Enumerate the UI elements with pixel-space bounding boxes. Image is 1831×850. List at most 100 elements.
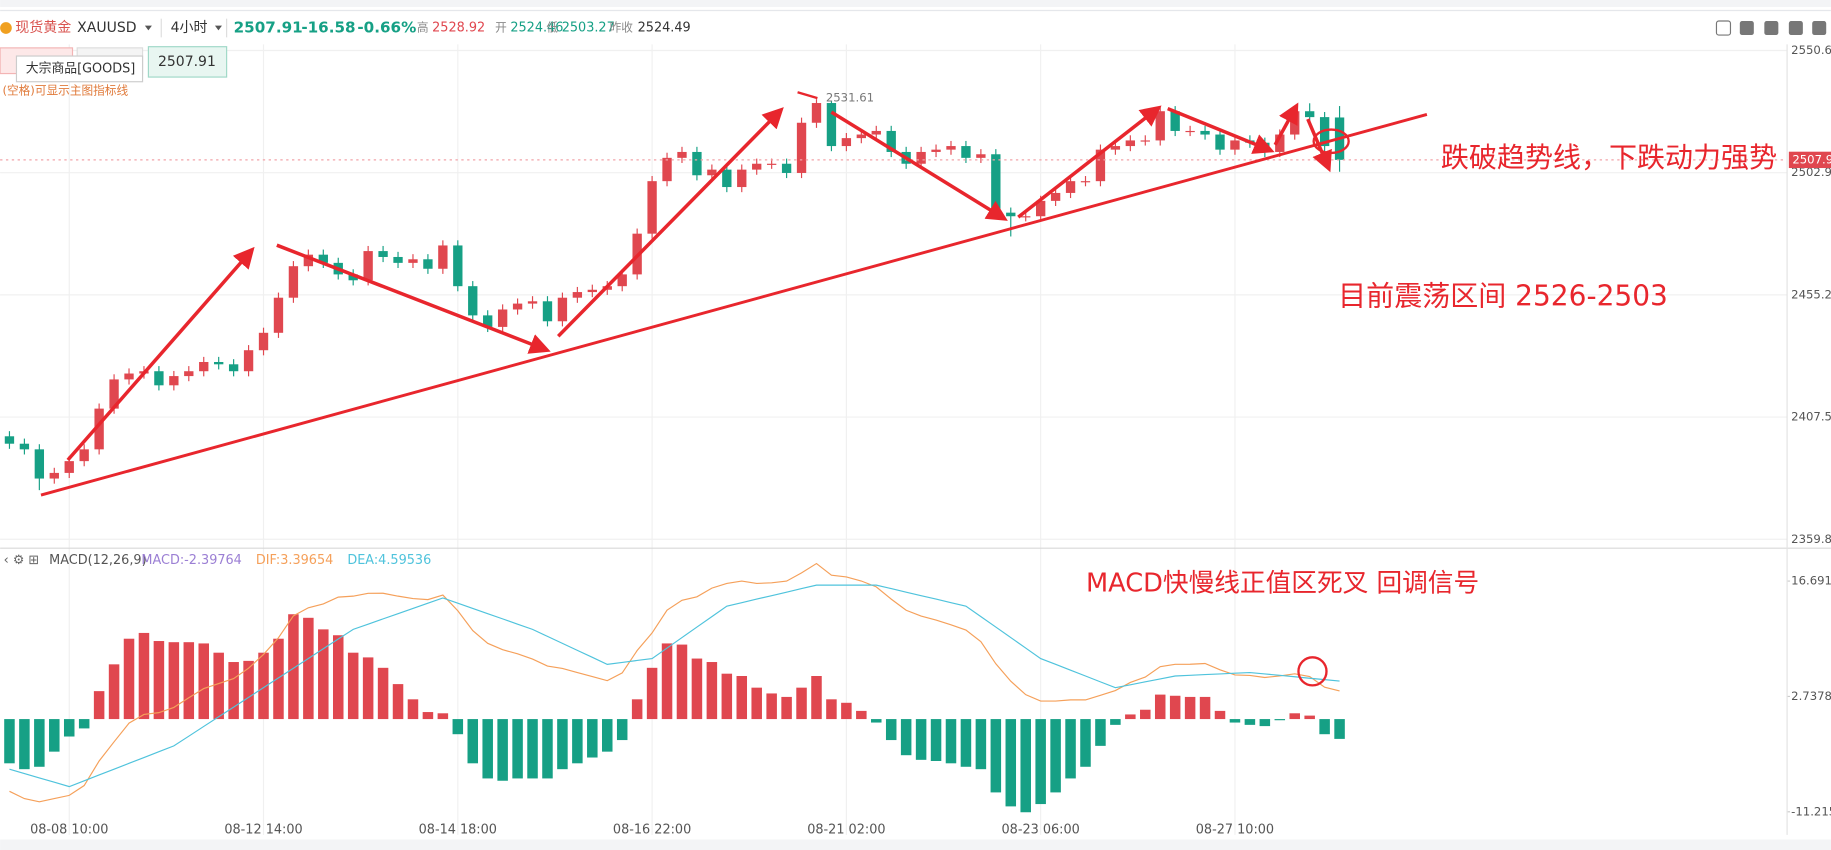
candle-body [1185,130,1195,133]
dropdown-icon [214,25,222,31]
candle-body [707,169,717,176]
candle-body [587,289,597,293]
candle-body [468,286,478,316]
candle-body [1050,192,1061,201]
macd-bar [960,719,972,767]
macd-bar [362,657,374,720]
market-tooltip: 大宗商品[GOODS] [26,60,135,76]
x-tick-label: 08-12 14:00 [224,823,302,838]
candle-body [991,154,1001,213]
highlight-circle [1312,128,1350,155]
macd-bar [1244,719,1256,725]
macd-bar [975,719,987,770]
macd-bar [1274,719,1286,721]
macd-bar [796,687,807,720]
candle-body [737,169,747,188]
symbol[interactable]: XAUUSD [77,20,136,36]
max-price-label: 2531.61 [826,90,874,104]
macd-bar [751,687,762,720]
macd-bar [347,652,359,720]
y-tick-label: 2550.6 [1791,43,1831,57]
candle-body [438,245,448,269]
macd-bar [900,719,912,756]
last-price: 2507.91 [234,19,303,37]
candle-body [1230,140,1240,150]
arrow [66,246,255,462]
buy-box[interactable] [147,46,228,78]
arrow [556,107,784,338]
indicator-hint: (空格)可显示主图指标线 [2,84,128,98]
candle-body [124,373,134,380]
candle-body [94,408,104,450]
candle-body [318,254,328,263]
macd-bar [303,617,314,720]
indicator-title: MACD(12,26,9) [49,553,146,568]
candle-body [617,274,627,287]
pane-controls[interactable]: ‹ ⚙ ⊞ [4,553,40,568]
macd-bar [1319,719,1330,735]
candle-body [214,361,224,365]
candle-body [796,122,807,173]
macd-bar [766,693,777,720]
macd-bar [332,635,344,720]
macd-bar [288,614,299,720]
candle-body [1305,111,1315,118]
arrow [797,91,818,100]
macd-bar [1125,714,1136,720]
macd-bar [587,719,598,758]
last-price-tag-label: 2507.9 [1792,152,1831,166]
macd-bar [19,719,30,770]
macd-bar [631,699,643,720]
candle-body [288,266,299,298]
macd-line [9,584,1340,788]
tool-icon[interactable] [1764,21,1779,36]
candle-body [856,134,866,139]
tool-icon[interactable] [1739,21,1754,36]
trend-line [40,113,1428,497]
candle-body [169,376,179,386]
symbol-name: 现货黄金 [15,19,71,36]
legend-value: -2.39764 [184,553,242,568]
x-tick-label: 08-16 22:00 [613,823,691,838]
prev-close-value: 2524.49 [638,21,691,36]
macd-bar [318,629,329,720]
macd-bar [811,676,822,720]
macd-bar [1035,719,1046,805]
candle-body [154,371,164,386]
x-tick-label: 08-27 10:00 [1196,823,1274,838]
change-pct: -0.66% [357,19,416,37]
candle-body [408,259,418,263]
candle-body [34,449,45,479]
tooltip-box [15,55,144,83]
macd-bar [273,638,284,720]
candle-body [781,163,792,173]
interval[interactable]: 4小时 [171,20,208,36]
macd-bar [138,632,150,720]
macd-bar [721,673,733,720]
x-tick-label: 08-21 02:00 [807,823,885,838]
open-label: 开 [495,21,507,35]
macd-bar [1304,715,1315,720]
macd-bar [123,638,135,720]
candle-body [1080,181,1091,183]
macd-bar [153,641,165,720]
tool-icon[interactable] [1788,21,1803,36]
macd-bar [1199,696,1211,720]
macd-bar [34,719,45,767]
buy-price[interactable]: 2507.91 [158,54,216,70]
candle-body [677,151,687,158]
candle-body [572,292,583,298]
tool-icon[interactable] [1715,20,1732,36]
tool-icons[interactable] [1715,20,1827,36]
arrow [830,110,1008,221]
highlight-circle [1297,656,1328,687]
macd-bar [1080,719,1091,767]
tool-icon[interactable] [1812,21,1827,36]
candle-body [423,259,433,269]
low-value: 2503.27 [562,21,615,36]
macd-bar [736,676,748,720]
candle-body [378,251,388,257]
candle-body [1170,111,1180,131]
high-label: 高 [417,21,429,35]
legend-value: 3.39654 [280,553,333,568]
